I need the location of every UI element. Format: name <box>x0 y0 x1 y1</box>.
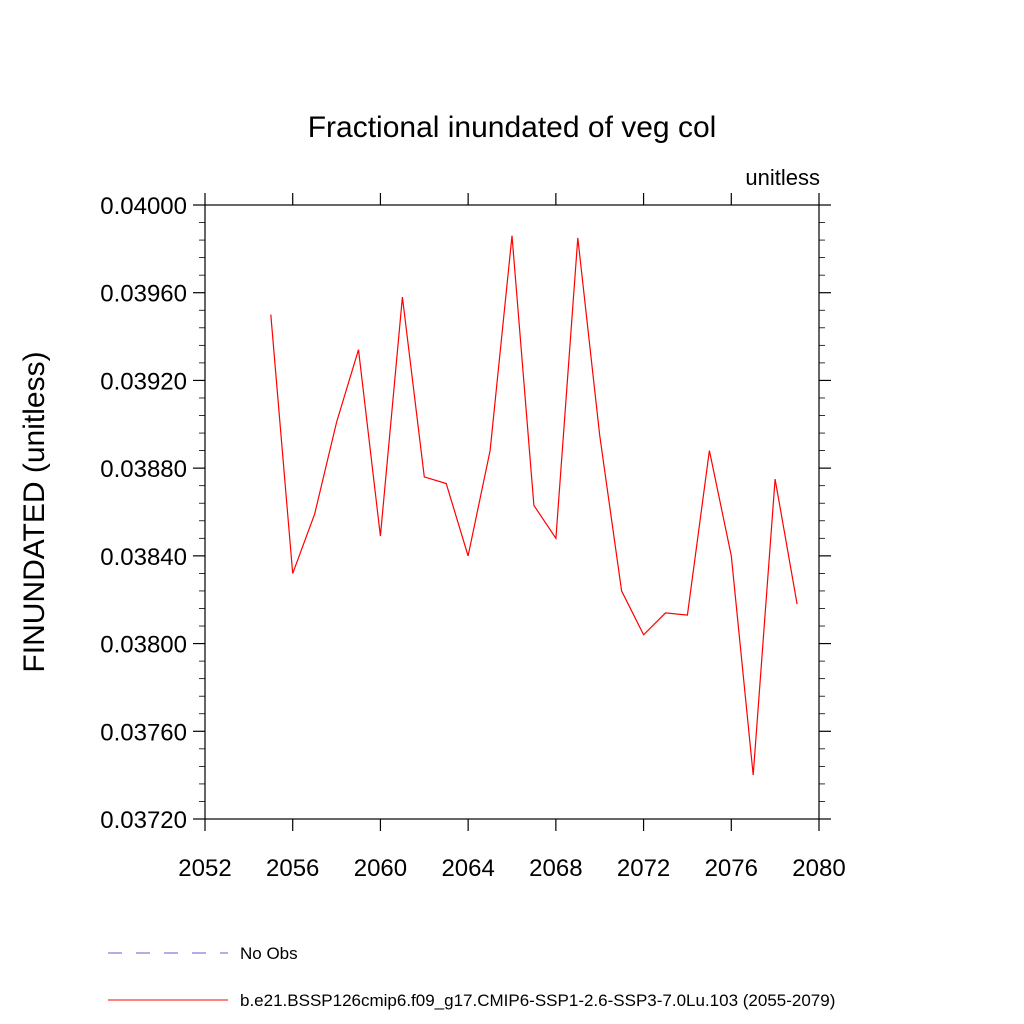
y-tick-label: 0.04000 <box>100 193 187 220</box>
legend: No Obs b.e21.BSSP126cmip6.f09_g17.CMIP6-S… <box>108 944 835 1010</box>
y-axis-label: FINUNDATED (unitless) <box>18 351 51 672</box>
series-layer <box>270 235 798 776</box>
units-label: unitless <box>745 165 820 190</box>
x-tick-label: 2052 <box>178 855 231 882</box>
x-tick-label: 2068 <box>529 855 582 882</box>
y-tick-label: 0.03720 <box>100 807 187 834</box>
x-tick-label: 2060 <box>354 855 407 882</box>
legend-label: b.e21.BSSP126cmip6.f09_g17.CMIP6-SSP1-2.… <box>240 991 835 1010</box>
plot-frame <box>204 204 820 820</box>
series-line <box>270 235 798 776</box>
x-tick-label: 2064 <box>441 855 494 882</box>
axis-ticks <box>193 193 831 831</box>
legend-label: No Obs <box>240 944 298 963</box>
y-tick-label: 0.03920 <box>100 368 187 395</box>
y-tick-label: 0.03960 <box>100 281 187 308</box>
y-tick-label: 0.03760 <box>100 719 187 746</box>
y-tick-label: 0.03800 <box>100 632 187 659</box>
y-tick-label: 0.03880 <box>100 456 187 483</box>
x-tick-label: 2076 <box>705 855 758 882</box>
axis-tick-labels: 2052 2056 2060 2064 2068 2072 2076 2080 0.03720 0… <box>100 193 845 882</box>
x-tick-label: 2056 <box>266 855 319 882</box>
x-tick-label: 2072 <box>617 855 670 882</box>
y-tick-label: 0.03840 <box>100 544 187 571</box>
x-tick-label: 2080 <box>792 855 845 882</box>
chart-title: Fractional inundated of veg col <box>308 111 717 144</box>
